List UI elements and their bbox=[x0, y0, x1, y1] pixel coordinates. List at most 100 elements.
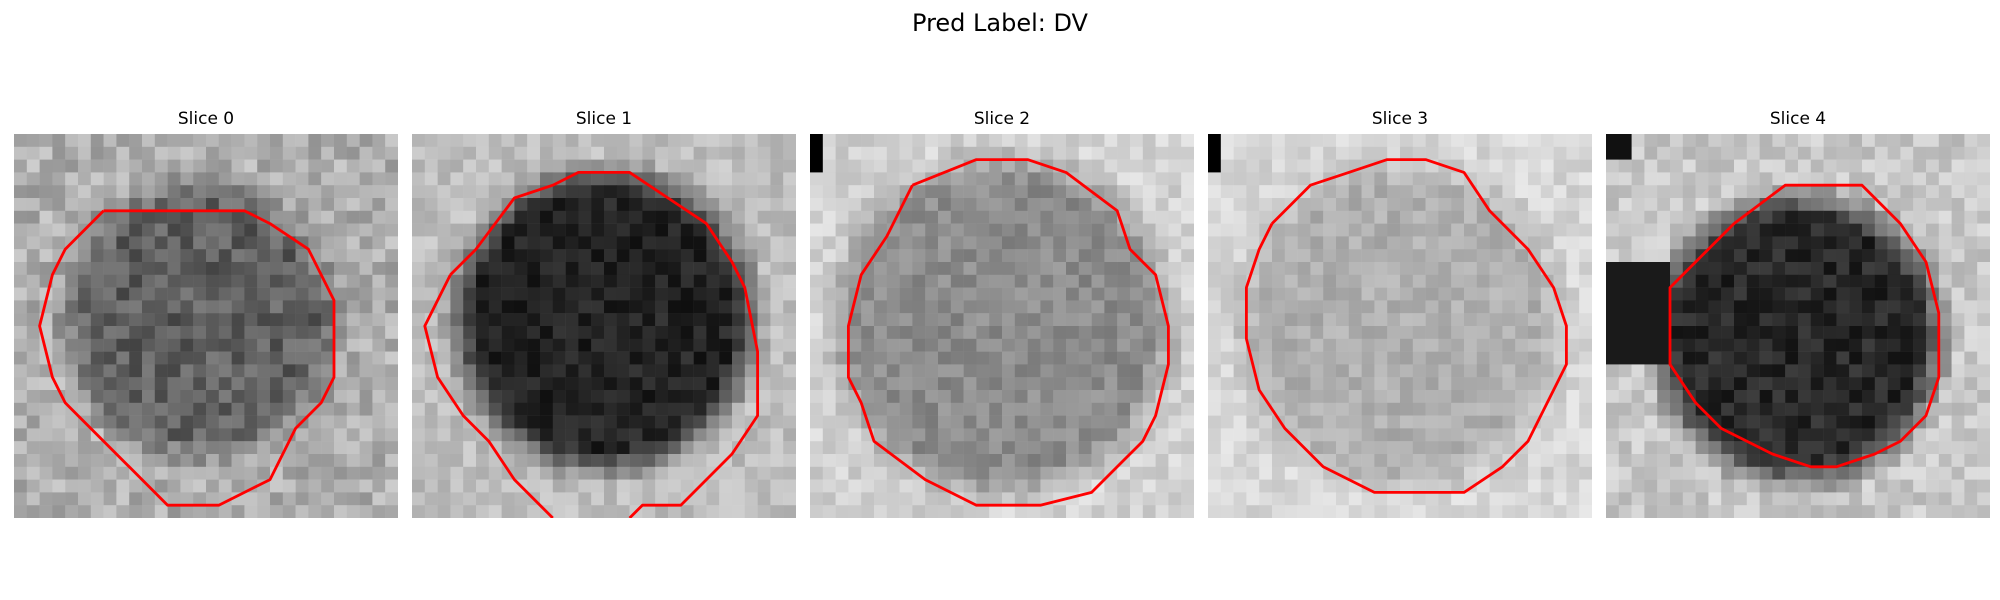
image-pixel bbox=[604, 185, 618, 199]
image-pixel bbox=[1528, 236, 1542, 250]
image-pixel bbox=[874, 146, 888, 160]
image-pixel bbox=[1220, 364, 1234, 378]
image-pixel bbox=[1361, 274, 1375, 288]
image-pixel bbox=[1336, 415, 1350, 429]
image-pixel bbox=[1759, 505, 1773, 518]
image-pixel bbox=[1810, 159, 1824, 173]
image-pixel bbox=[1874, 338, 1888, 352]
image-pixel bbox=[1489, 159, 1503, 173]
image-pixel bbox=[1104, 185, 1118, 199]
image-pixel bbox=[783, 402, 796, 416]
image-pixel bbox=[1618, 172, 1632, 186]
image-pixel bbox=[655, 210, 669, 224]
image-pixel bbox=[90, 313, 104, 327]
image-pixel bbox=[1374, 313, 1388, 327]
image-pixel bbox=[1027, 441, 1041, 455]
image-pixel bbox=[693, 236, 707, 250]
image-pixel bbox=[1566, 223, 1580, 237]
image-pixel bbox=[193, 198, 207, 212]
image-pixel bbox=[565, 198, 579, 212]
image-pixel bbox=[1155, 338, 1169, 352]
image-pixel bbox=[1887, 236, 1901, 250]
image-pixel bbox=[14, 351, 28, 365]
image-pixel bbox=[231, 210, 245, 224]
image-pixel bbox=[1540, 287, 1554, 301]
image-pixel bbox=[1400, 210, 1414, 224]
image-pixel bbox=[1566, 390, 1580, 404]
image-pixel bbox=[463, 198, 477, 212]
image-pixel bbox=[1297, 223, 1311, 237]
image-pixel bbox=[1181, 185, 1194, 199]
image-pixel bbox=[206, 492, 220, 506]
image-pixel bbox=[90, 249, 104, 263]
image-pixel bbox=[476, 505, 490, 518]
image-pixel bbox=[1695, 415, 1709, 429]
image-pixel bbox=[1220, 492, 1234, 506]
image-pixel bbox=[1708, 146, 1722, 160]
image-pixel bbox=[488, 313, 502, 327]
image-pixel bbox=[116, 390, 130, 404]
image-pixel bbox=[1425, 338, 1439, 352]
image-pixel bbox=[629, 274, 643, 288]
image-pixel bbox=[1566, 185, 1580, 199]
image-pixel bbox=[1233, 300, 1247, 314]
image-pixel bbox=[848, 415, 862, 429]
image-pixel bbox=[1823, 364, 1837, 378]
image-pixel bbox=[463, 402, 477, 416]
image-pixel bbox=[693, 390, 707, 404]
image-pixel bbox=[1540, 415, 1554, 429]
image-pixel bbox=[1208, 185, 1222, 199]
image-pixel bbox=[1849, 326, 1863, 340]
image-pixel bbox=[1618, 223, 1632, 237]
image-pixel bbox=[90, 441, 104, 455]
image-pixel bbox=[1451, 441, 1465, 455]
image-pixel bbox=[719, 441, 733, 455]
image-pixel bbox=[1887, 454, 1901, 468]
image-pixel bbox=[1515, 185, 1529, 199]
image-pixel bbox=[1168, 466, 1182, 480]
image-pixel bbox=[1412, 338, 1426, 352]
image-pixel bbox=[26, 351, 40, 365]
image-pixel bbox=[412, 185, 426, 199]
image-pixel bbox=[501, 492, 515, 506]
image-pixel bbox=[552, 249, 566, 263]
image-pixel bbox=[1014, 505, 1028, 518]
image-pixel bbox=[591, 236, 605, 250]
image-pixel bbox=[142, 492, 156, 506]
image-pixel bbox=[989, 390, 1003, 404]
image-pixel bbox=[719, 313, 733, 327]
image-pixel bbox=[282, 479, 296, 493]
image-pixel bbox=[154, 287, 168, 301]
image-pixel bbox=[1130, 479, 1144, 493]
image-pixel bbox=[1104, 172, 1118, 186]
image-pixel bbox=[912, 402, 926, 416]
image-pixel bbox=[78, 441, 92, 455]
image-pixel bbox=[1027, 351, 1041, 365]
image-pixel bbox=[116, 210, 130, 224]
image-pixel bbox=[1836, 466, 1850, 480]
image-pixel bbox=[629, 236, 643, 250]
image-pixel bbox=[822, 479, 836, 493]
image-pixel bbox=[1502, 172, 1516, 186]
image-pixel bbox=[1438, 249, 1452, 263]
image-pixel bbox=[1117, 262, 1131, 276]
image-pixel bbox=[437, 236, 451, 250]
image-pixel bbox=[757, 300, 771, 314]
image-pixel bbox=[770, 236, 784, 250]
image-pixel bbox=[1489, 402, 1503, 416]
image-pixel bbox=[976, 134, 990, 148]
image-pixel bbox=[180, 198, 194, 212]
image-pixel bbox=[1310, 274, 1324, 288]
slice-title-2: Slice 2 bbox=[973, 109, 1031, 129]
image-pixel bbox=[527, 159, 541, 173]
image-pixel bbox=[1259, 262, 1273, 276]
image-pixel bbox=[1708, 287, 1722, 301]
image-pixel bbox=[1913, 185, 1927, 199]
image-pixel bbox=[1130, 390, 1144, 404]
image-pixel bbox=[1284, 377, 1298, 391]
image-pixel bbox=[1515, 505, 1529, 518]
image-pixel bbox=[308, 313, 322, 327]
image-pixel bbox=[231, 159, 245, 173]
image-pixel bbox=[668, 390, 682, 404]
image-pixel bbox=[412, 262, 426, 276]
